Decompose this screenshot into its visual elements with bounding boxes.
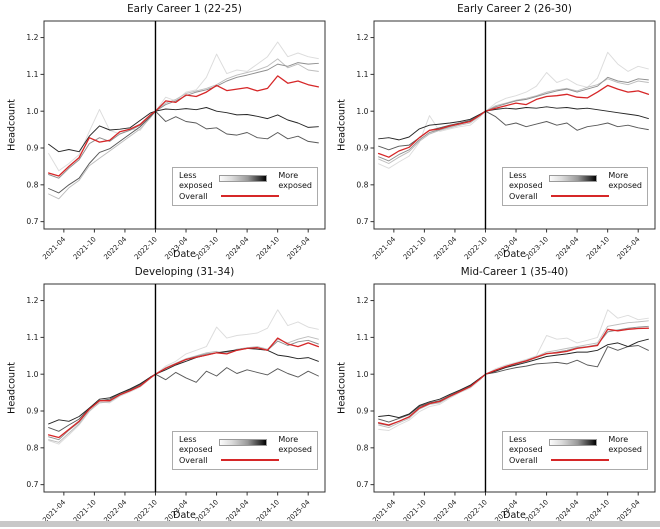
svg-text:1.1: 1.1 <box>356 333 368 342</box>
legend-overall-label: Overall <box>509 455 538 465</box>
svg-text:0.9: 0.9 <box>26 407 38 416</box>
svg-text:0.9: 0.9 <box>356 144 368 153</box>
legend-overall-label: Overall <box>179 191 208 201</box>
subplot-early-career-2: Early Career 2 (26-30) Headcount 0.7 0.8 0… <box>330 0 660 263</box>
svg-text:0.8: 0.8 <box>356 180 368 189</box>
plot-area: 0.7 0.8 0.9 1.0 1.1 1.2 2021-04 2021-10 2022-04 2… <box>0 0 330 263</box>
legend-overall-line-swatch <box>550 195 609 198</box>
svg-text:0.9: 0.9 <box>356 407 368 416</box>
svg-text:1.2: 1.2 <box>26 33 38 42</box>
svg-text:1.1: 1.1 <box>26 333 38 342</box>
legend-less-label: Less exposed <box>509 171 543 190</box>
svg-text:0.7: 0.7 <box>26 217 38 226</box>
svg-text:1.0: 1.0 <box>26 107 38 116</box>
legend-overall-line-swatch <box>220 195 279 198</box>
legend-overall-label: Overall <box>509 191 538 201</box>
svg-text:1.0: 1.0 <box>356 107 368 116</box>
svg-text:1.2: 1.2 <box>26 296 38 305</box>
legend-more-label: More exposed <box>608 435 642 454</box>
x-axis-label: Date <box>503 249 526 260</box>
legend-more-label: More exposed <box>608 171 642 190</box>
svg-text:0.7: 0.7 <box>26 480 38 489</box>
legend-overall-line-swatch <box>550 459 609 462</box>
legend-less-label: Less exposed <box>179 435 213 454</box>
legend-less-label: Less exposed <box>509 435 543 454</box>
plot-area: 0.7 0.8 0.9 1.0 1.1 1.2 2021-04 2021-10 2022-04 2… <box>330 263 660 527</box>
legend-overall-label: Overall <box>179 455 208 465</box>
legend-more-label: More exposed <box>278 171 312 190</box>
svg-text:1.0: 1.0 <box>26 370 38 379</box>
plot-area: 0.7 0.8 0.9 1.0 1.1 1.2 2021-04 2021-10 2022-04 2… <box>0 263 330 527</box>
svg-text:1.2: 1.2 <box>356 296 368 305</box>
bottom-border-strip <box>0 521 660 527</box>
subplot-mid-career-1: Mid-Career 1 (35-40) Headcount 0.7 0.8 0.9… <box>330 263 660 527</box>
svg-text:1.1: 1.1 <box>26 70 38 79</box>
svg-text:1.1: 1.1 <box>356 70 368 79</box>
svg-text:0.8: 0.8 <box>356 443 368 452</box>
legend-overall-line-swatch <box>220 459 279 462</box>
legend-more-label: More exposed <box>278 435 312 454</box>
subplot-developing: Developing (31-34) Headcount 0.7 0.8 0.9 1.… <box>0 263 330 527</box>
plot-area: 0.7 0.8 0.9 1.0 1.1 1.2 2021-04 2021-10 2022-04 2… <box>330 0 660 263</box>
legend-exposure-gradient-bar <box>218 175 267 182</box>
legend-less-label: Less exposed <box>179 171 213 190</box>
x-axis-label: Date <box>173 510 196 521</box>
x-axis-label: Date <box>503 510 526 521</box>
svg-text:0.8: 0.8 <box>26 180 38 189</box>
chart-title: Early Career 2 (26-30) <box>457 3 572 15</box>
legend-exposure-gradient-bar <box>218 439 267 446</box>
chart-title: Developing (31-34) <box>134 266 235 278</box>
chart-title: Mid-Career 1 (35-40) <box>460 266 569 278</box>
legend: Less exposed More exposed Overall <box>172 167 318 206</box>
legend: Less exposed More exposed Overall <box>502 167 648 206</box>
svg-text:1.2: 1.2 <box>356 33 368 42</box>
legend: Less exposed More exposed Overall <box>172 431 318 470</box>
svg-text:0.7: 0.7 <box>356 480 368 489</box>
svg-text:0.8: 0.8 <box>26 443 38 452</box>
subplot-early-career-1: Early Career 1 (22-25) Headcount 0.7 0.8 0… <box>0 0 330 263</box>
legend-exposure-gradient-bar <box>548 175 597 182</box>
svg-text:0.7: 0.7 <box>356 217 368 226</box>
legend-exposure-gradient-bar <box>548 439 597 446</box>
svg-text:1.0: 1.0 <box>356 370 368 379</box>
svg-text:0.9: 0.9 <box>26 144 38 153</box>
legend: Less exposed More exposed Overall <box>502 431 648 470</box>
chart-title: Early Career 1 (22-25) <box>127 3 242 15</box>
x-axis-label: Date <box>173 249 196 260</box>
